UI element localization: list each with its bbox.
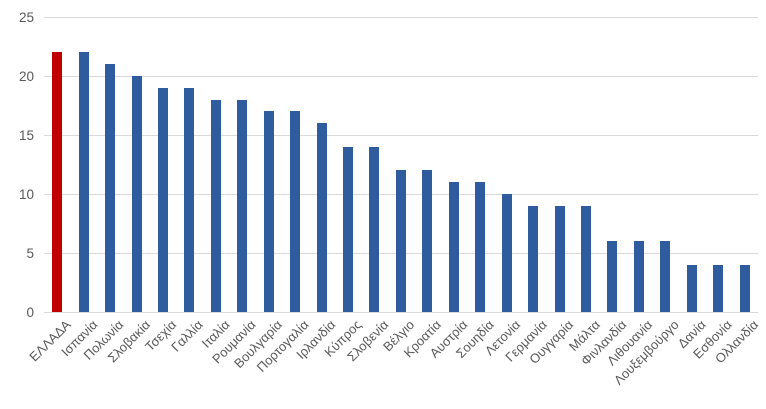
- bar-slot: [97, 0, 123, 312]
- bar-Ολλανδία: [739, 264, 750, 312]
- bar-series: [44, 0, 758, 312]
- bar-slot: [361, 0, 387, 312]
- bar-Λουξεμβούργο: [660, 241, 671, 312]
- bar-Αυστρία: [448, 182, 459, 312]
- bar-Σλοβακία: [131, 76, 142, 312]
- bar-slot: [573, 0, 599, 312]
- bar-slot: [123, 0, 149, 312]
- bar-slot: [626, 0, 652, 312]
- bar-Ρουμανία: [237, 99, 248, 312]
- gridline-15: [44, 135, 758, 136]
- bar-Μάλτα: [580, 205, 591, 312]
- bar-ΕΛΛΑΔΑ: [52, 52, 63, 312]
- bar-slot: [229, 0, 255, 312]
- bar-Δανία: [686, 264, 697, 312]
- bar-slot: [256, 0, 282, 312]
- bar-slot: [493, 0, 519, 312]
- plot-area: [44, 0, 758, 313]
- bar-Σλοβενία: [369, 146, 380, 312]
- bar-slot: [731, 0, 757, 312]
- y-tick-label-0: 0: [26, 305, 34, 320]
- bar-slot: [599, 0, 625, 312]
- y-tick-label-5: 5: [26, 246, 34, 261]
- bar-slot: [414, 0, 440, 312]
- bar-slot: [441, 0, 467, 312]
- bar-slot: [203, 0, 229, 312]
- bar-Πορτογαλία: [290, 111, 301, 312]
- gridline-25: [44, 17, 758, 18]
- bar-Ισπανία: [78, 52, 89, 312]
- bar-Εσθονία: [713, 264, 724, 312]
- bar-slot: [652, 0, 678, 312]
- bar-Ιταλία: [210, 99, 221, 312]
- bar-slot: [467, 0, 493, 312]
- bar-Γαλλία: [184, 87, 195, 312]
- y-tick-label-20: 20: [18, 69, 34, 84]
- bar-Πολωνία: [105, 64, 116, 312]
- bar-slot: [308, 0, 334, 312]
- y-tick-label-25: 25: [18, 10, 34, 25]
- bar-slot: [335, 0, 361, 312]
- bar-slot: [150, 0, 176, 312]
- bar-Γερμανία: [528, 205, 539, 312]
- bar-Λετονία: [501, 194, 512, 312]
- bar-Φινλανδία: [607, 241, 618, 312]
- y-tick-label-15: 15: [18, 128, 34, 143]
- bar-slot: [705, 0, 731, 312]
- bar-Βουλγαρία: [263, 111, 274, 312]
- bar-slot: [679, 0, 705, 312]
- bar-slot: [520, 0, 546, 312]
- bar-Κροατία: [422, 170, 433, 312]
- bar-Ιρλανδία: [316, 123, 327, 312]
- gridline-20: [44, 76, 758, 77]
- y-tick-label-10: 10: [18, 187, 34, 202]
- gridline-0: [44, 312, 758, 313]
- bar-Λιθουανία: [633, 241, 644, 312]
- bar-slot: [70, 0, 96, 312]
- bar-Κύπρος: [343, 146, 354, 312]
- bar-Σουηδία: [475, 182, 486, 312]
- bar-slot: [388, 0, 414, 312]
- bar-Βέλγιο: [395, 170, 406, 312]
- bar-slot: [282, 0, 308, 312]
- bar-Ουγγαρία: [554, 205, 565, 312]
- bar-Τσεχία: [157, 87, 168, 312]
- bar-slot: [176, 0, 202, 312]
- bar-slot: [44, 0, 70, 312]
- bar-slot: [546, 0, 572, 312]
